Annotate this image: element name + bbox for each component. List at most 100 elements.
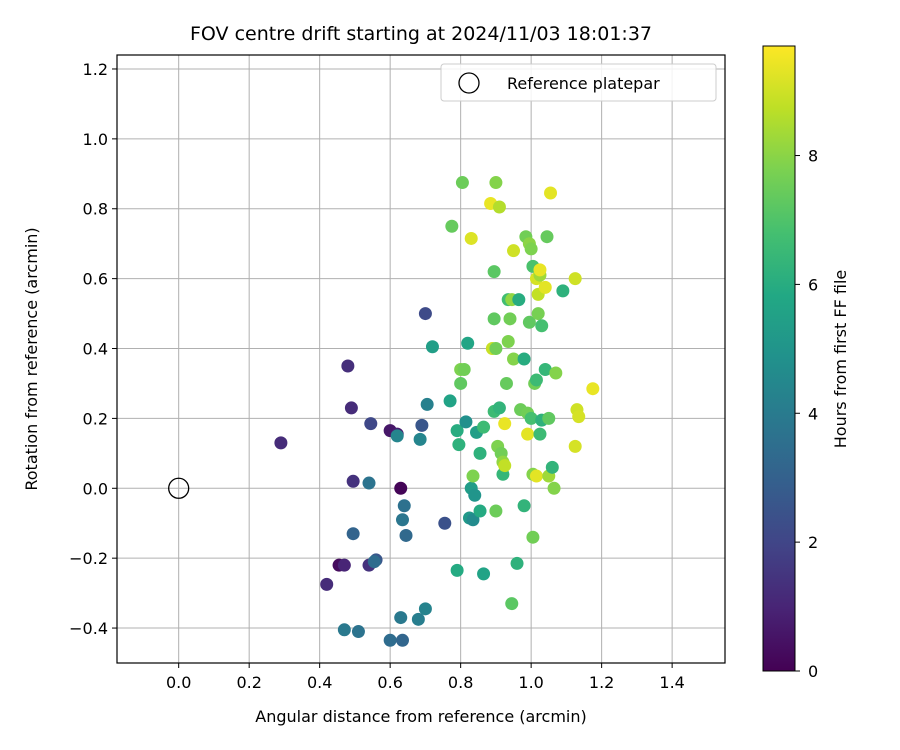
data-point [533,427,547,441]
data-point [443,394,457,408]
data-point [487,265,501,279]
data-point [510,556,524,570]
colorbar-tick-label: 4 [808,404,818,423]
data-point [498,417,512,431]
data-point [499,376,513,390]
grid-lines [117,55,725,663]
legend-box [440,63,717,102]
data-point [545,460,559,474]
plot-frame [116,54,726,664]
data-point [489,504,503,518]
colorbar-tick-label: 8 [808,147,818,166]
data-point [344,401,358,415]
data-point [473,446,487,460]
data-point [568,272,582,286]
data-point [459,415,473,429]
reference-platepar-marker [168,477,190,499]
data-point [489,176,503,190]
data-point [394,611,408,625]
x-tick-label: 0.6 [377,673,402,692]
data-point [547,481,561,495]
colorbar-tick-label: 0 [808,662,818,681]
x-tick-label: 0.4 [307,673,332,692]
data-point [505,597,519,611]
colorbar-ticks: 0 2 4 6 8 [795,147,818,681]
data-point [538,280,552,294]
data-point [473,504,487,518]
data-point [524,242,538,256]
x-tick-label: 1.4 [659,673,684,692]
legend: Reference platepar [440,63,717,102]
data-point [337,623,351,637]
data-point [454,376,468,390]
legend-entry-reference: Reference platepar [507,74,660,93]
legend-marker [458,72,480,94]
data-point [517,499,531,513]
data-point [529,373,543,387]
x-axis-ticks: 0.0 0.2 0.4 0.6 0.8 1.0 1.2 1.4 [166,663,685,692]
data-point [274,436,288,450]
y-tick-label: −0.2 [69,549,108,568]
y-tick-label: 0.6 [83,270,108,289]
colorbar-label: Hours from first FF file [831,270,850,449]
data-point [572,410,586,424]
data-point [492,200,506,214]
data-point [394,481,408,495]
data-point [489,342,503,356]
y-tick-label: 1.2 [83,60,108,79]
data-point [542,411,556,425]
data-point [487,312,501,326]
data-point [466,513,480,527]
data-point [544,186,558,200]
y-tick-label: −0.4 [69,619,108,638]
data-point [399,528,413,542]
x-tick-label: 1.0 [518,673,543,692]
data-point [457,362,471,376]
data-point [526,530,540,544]
data-point [531,307,545,321]
data-point [397,499,411,513]
data-point [512,293,526,307]
data-point [415,418,429,432]
chart-title: FOV centre drift starting at 2024/11/03 … [190,23,652,45]
data-point [341,359,355,373]
data-point [533,263,547,277]
y-axis-label: Rotation from reference (arcmin) [22,227,41,490]
data-point [452,438,466,452]
y-tick-label: 0.8 [83,200,108,219]
data-point [337,558,351,572]
data-point [517,352,531,366]
data-point [445,219,459,233]
x-tick-label: 1.2 [589,673,614,692]
data-point [477,567,491,581]
data-point [501,335,515,349]
data-point [367,555,381,569]
data-point [351,625,365,639]
data-point [468,488,482,502]
data-point [522,315,536,329]
data-point [320,577,334,591]
colorbar-tick-label: 6 [808,275,818,294]
colorbar-tick-label: 2 [808,533,818,552]
data-point [461,336,475,350]
data-point [346,474,360,488]
data-point [466,469,480,483]
data-point [450,424,464,438]
data-point [413,432,427,446]
data-point [529,469,543,483]
y-tick-label: 0.0 [83,479,108,498]
data-point [521,427,535,441]
data-point [455,176,469,190]
data-point [507,244,521,258]
x-tick-label: 0.2 [236,673,261,692]
data-point [477,420,491,434]
data-point [438,516,452,530]
data-point [346,527,360,541]
data-point [464,231,478,245]
data-point [556,284,570,298]
data-point [507,352,521,366]
data-point [395,513,409,527]
data-point [418,602,432,616]
x-tick-label: 0.8 [448,673,473,692]
data-point [524,411,538,425]
